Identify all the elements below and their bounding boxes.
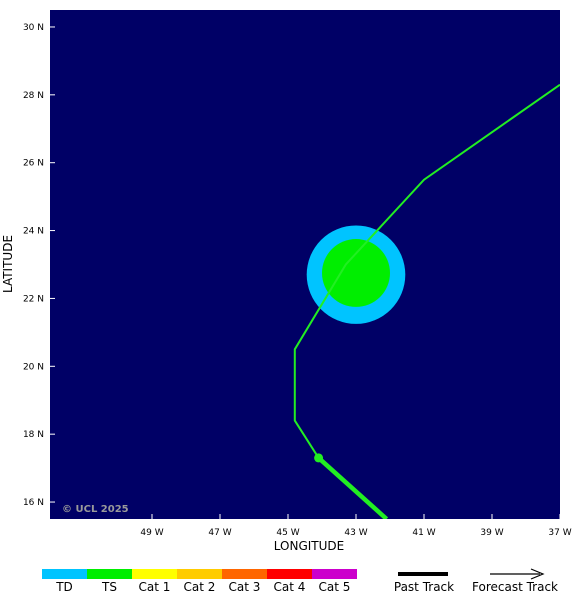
- legend: TD TS Cat 1 Cat 2 Cat 3 Cat 4 Cat 5: [42, 569, 357, 594]
- legend-swatch: [177, 569, 222, 579]
- y-tick-label: 20 N: [23, 362, 44, 372]
- y-tick-label: 28 N: [23, 91, 44, 101]
- y-axis-title: LATITUDE: [1, 235, 15, 293]
- legend-label: Cat 5: [319, 580, 351, 594]
- past-track-legend-label: Past Track: [394, 580, 454, 594]
- y-tick-label: 24 N: [23, 227, 44, 237]
- legend-swatch: [42, 569, 87, 579]
- x-axis-title: LONGITUDE: [274, 539, 344, 553]
- x-tick-label: 49 W: [140, 528, 163, 538]
- y-axis: 16 N 18 N 20 N 22 N 24 N 26 N 28 N 30 N: [23, 23, 55, 508]
- y-tick-label: 18 N: [23, 430, 44, 440]
- legend-swatch: [87, 569, 132, 579]
- legend-label: Cat 2: [184, 580, 216, 594]
- y-tick-label: 26 N: [23, 159, 44, 169]
- y-tick-label: 16 N: [23, 498, 44, 508]
- ts-wind-field: [322, 239, 390, 307]
- ocean-background: [50, 10, 560, 519]
- forecast-track-legend-label: Forecast Track: [472, 580, 558, 594]
- current-position-marker: [314, 453, 324, 463]
- x-tick-label: 43 W: [344, 528, 367, 538]
- legend-label: Cat 3: [229, 580, 261, 594]
- y-tick-label: 22 N: [23, 294, 44, 304]
- x-axis: 49 W 47 W 45 W 43 W 41 W 39 W 37 W: [140, 514, 572, 538]
- x-tick-label: 37 W: [548, 528, 571, 538]
- past-track-line: [317, 456, 389, 519]
- x-tick-label: 45 W: [276, 528, 299, 538]
- copyright-text: © UCL 2025: [62, 504, 129, 515]
- x-tick-label: 47 W: [208, 528, 231, 538]
- x-tick-label: 39 W: [480, 528, 503, 538]
- past-track-legend: Past Track: [394, 572, 454, 594]
- legend-swatch: [267, 569, 312, 579]
- forecast-track-legend: Forecast Track: [472, 568, 558, 594]
- legend-label: Cat 1: [139, 580, 171, 594]
- forecast-track-line: [293, 83, 560, 459]
- x-tick-label: 41 W: [412, 528, 435, 538]
- legend-swatch: [132, 569, 177, 579]
- legend-label: Cat 4: [274, 580, 306, 594]
- legend-label: TD: [55, 580, 73, 594]
- plot-area: [293, 83, 560, 519]
- legend-swatch: [312, 569, 357, 579]
- arrow-head-icon: [530, 568, 545, 580]
- y-tick-label: 30 N: [23, 23, 44, 33]
- legend-label: TS: [101, 580, 117, 594]
- legend-swatch: [222, 569, 267, 579]
